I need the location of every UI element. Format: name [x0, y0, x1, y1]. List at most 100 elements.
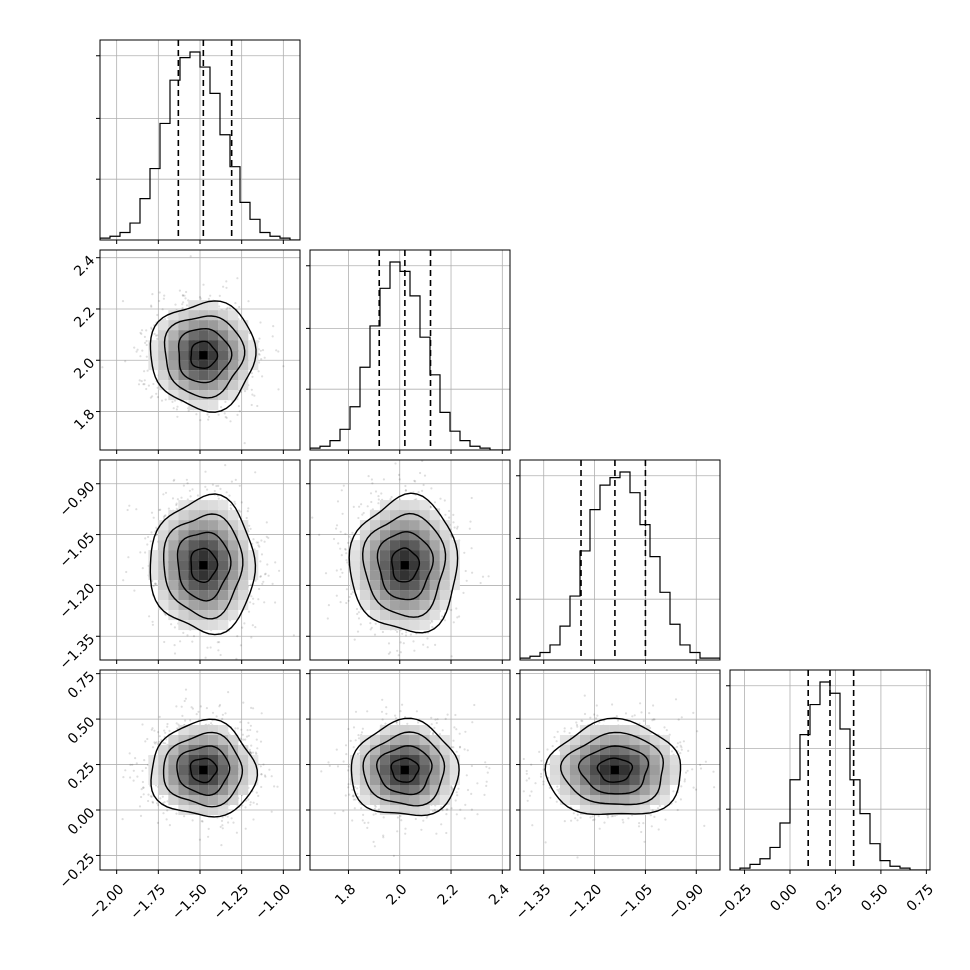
- sample-point: [250, 595, 253, 598]
- sample-point: [253, 394, 256, 397]
- sample-point: [479, 581, 482, 585]
- sample-point: [218, 705, 221, 708]
- sample-point: [171, 497, 175, 500]
- y-tick-label: −1.05: [57, 530, 99, 572]
- density-cell: [178, 610, 189, 621]
- sample-point: [163, 514, 166, 518]
- density-cell: [188, 370, 199, 381]
- density-cell: [369, 570, 380, 581]
- sample-point: [370, 626, 373, 629]
- sample-point: [355, 607, 359, 611]
- density-cell: [349, 570, 360, 581]
- sample-point: [141, 567, 144, 570]
- sample-point: [181, 306, 184, 310]
- sample-point: [369, 622, 372, 625]
- density-cell: [399, 570, 410, 581]
- sample-point: [191, 640, 194, 643]
- sample-point: [458, 615, 461, 618]
- sample-point: [239, 644, 242, 647]
- sample-point: [217, 649, 220, 652]
- density-cell: [178, 350, 189, 361]
- density-cell: [449, 560, 460, 571]
- density-cell: [188, 510, 199, 521]
- sample-point: [225, 416, 228, 419]
- sample-point: [149, 396, 152, 399]
- sample-point: [149, 540, 152, 543]
- sample-point: [181, 294, 184, 297]
- sample-point: [426, 646, 429, 649]
- density-cell: [439, 520, 450, 531]
- sample-point: [431, 620, 434, 623]
- sample-point: [168, 729, 171, 733]
- density-cell: [168, 610, 179, 621]
- sample-point: [158, 299, 161, 303]
- density-cell: [419, 550, 430, 561]
- density-cell: [369, 550, 380, 561]
- sample-point: [249, 583, 252, 586]
- sample-point: [236, 277, 239, 280]
- density-cell: [188, 550, 199, 561]
- sample-point: [468, 527, 471, 530]
- sample-point: [357, 611, 360, 614]
- sample-point: [224, 400, 227, 403]
- density-cell: [178, 530, 189, 541]
- sample-point: [481, 575, 485, 578]
- sample-point: [351, 591, 354, 594]
- sample-point: [340, 554, 343, 557]
- y-tick-label: 1.8: [71, 407, 98, 434]
- sample-point: [260, 773, 263, 776]
- density-cell: [178, 340, 189, 351]
- sample-point: [144, 537, 147, 540]
- sample-point: [156, 386, 159, 389]
- density-cell: [208, 330, 219, 341]
- density-cell: [228, 540, 239, 551]
- sample-point: [250, 706, 253, 710]
- density-cell: [349, 560, 360, 571]
- density-cell: [178, 550, 189, 561]
- sample-point: [154, 582, 157, 585]
- sample-point: [456, 616, 459, 619]
- sample-point: [252, 538, 255, 541]
- sample-point: [138, 805, 142, 808]
- sample-point: [260, 712, 263, 715]
- sample-point: [220, 406, 223, 409]
- sample-point: [397, 654, 400, 657]
- sample-point: [164, 514, 167, 517]
- density-cell: [228, 330, 239, 341]
- sample-point: [175, 812, 178, 815]
- panel-frame: [309, 459, 511, 661]
- density-cell: [409, 600, 420, 611]
- sample-point: [162, 515, 165, 519]
- density-cell: [178, 540, 189, 551]
- sample-point: [470, 547, 473, 550]
- density-cell: [228, 550, 239, 561]
- sample-point: [242, 701, 245, 704]
- sample-point: [369, 492, 373, 495]
- sample-point: [198, 296, 202, 299]
- sample-point: [347, 541, 350, 545]
- sample-point: [153, 741, 156, 744]
- sample-point: [199, 297, 202, 300]
- sample-point: [237, 405, 240, 408]
- density-cell: [158, 340, 169, 351]
- sample-point: [174, 303, 177, 306]
- density-cell: [158, 580, 169, 591]
- sample-point: [155, 583, 158, 586]
- sample-point: [257, 544, 260, 547]
- sample-point: [324, 572, 328, 575]
- sample-point: [326, 617, 329, 620]
- sample-point: [229, 420, 232, 423]
- sample-point: [254, 471, 257, 474]
- sample-point: [175, 502, 178, 505]
- sample-point: [250, 388, 253, 391]
- sample-point: [250, 372, 253, 375]
- density-cell: [208, 540, 219, 551]
- density-cell: [439, 580, 450, 591]
- sample-point: [147, 535, 150, 539]
- density-cell: [429, 590, 440, 601]
- sample-point: [335, 527, 338, 530]
- sample-point: [128, 504, 131, 507]
- sample-point: [139, 331, 142, 334]
- sample-point: [162, 493, 165, 496]
- sample-point: [248, 524, 251, 527]
